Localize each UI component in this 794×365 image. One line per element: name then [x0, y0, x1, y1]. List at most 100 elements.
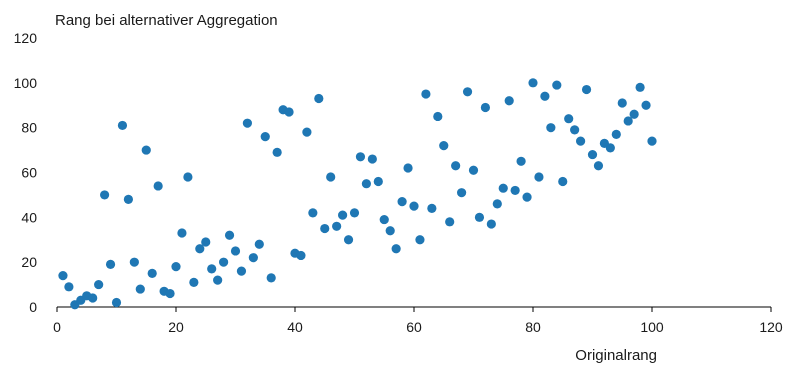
data-point: [272, 147, 282, 157]
data-point: [647, 136, 657, 146]
y-axis-title: Rang bei alternativer Aggregation: [55, 12, 278, 29]
data-point: [540, 91, 550, 101]
data-point: [445, 217, 455, 227]
data-point: [552, 80, 562, 90]
y-tick-label: 60: [21, 165, 37, 181]
data-point: [177, 228, 187, 238]
data-point: [123, 194, 133, 204]
data-point: [100, 190, 110, 200]
data-point: [587, 149, 598, 160]
data-point: [558, 176, 568, 187]
data-point: [242, 118, 252, 128]
data-point: [349, 208, 360, 218]
data-point: [474, 212, 485, 222]
data-point: [439, 141, 449, 151]
y-tick-label: 40: [21, 209, 37, 225]
data-point: [320, 223, 330, 234]
y-tick-label: 0: [29, 299, 37, 315]
data-point: [385, 226, 395, 236]
data-point: [219, 257, 229, 267]
axes: [56, 306, 772, 312]
data-point: [528, 78, 538, 88]
data-point: [141, 145, 151, 155]
data-point: [391, 244, 401, 254]
data-point: [314, 93, 324, 104]
data-point: [570, 125, 580, 135]
data-point: [117, 120, 128, 131]
x-tick-label: 0: [53, 319, 61, 335]
x-tick-labels: 0 20 40 60 80 100 120: [53, 319, 783, 335]
data-point: [302, 127, 312, 137]
data-point: [593, 161, 604, 171]
x-tick-label: 20: [168, 319, 184, 335]
data-point: [546, 123, 556, 133]
data-point: [94, 279, 104, 290]
data-point: [343, 235, 354, 245]
data-point: [623, 116, 633, 126]
data-point: [105, 259, 116, 270]
data-point: [296, 250, 306, 261]
data-point: [284, 107, 294, 117]
x-tick-label: 100: [640, 319, 664, 335]
data-point: [64, 282, 74, 292]
data-point: [129, 257, 139, 267]
data-point: [266, 273, 276, 283]
data-point: [534, 172, 544, 182]
data-point: [629, 109, 639, 119]
y-tick-labels: 0 20 40 60 80 100 120: [14, 30, 38, 315]
data-point: [260, 132, 270, 142]
data-point: [236, 266, 247, 276]
data-point: [397, 197, 407, 207]
data-point: [135, 284, 145, 294]
data-point: [451, 161, 461, 171]
data-point: [421, 89, 431, 99]
x-tick-label: 40: [287, 319, 303, 335]
data-point: [224, 230, 235, 240]
data-point: [367, 154, 377, 164]
data-point: [165, 288, 175, 299]
data-point: [171, 262, 181, 272]
data-point: [641, 100, 651, 110]
data-point: [338, 210, 348, 220]
y-tick-label: 120: [14, 30, 38, 46]
data-point: [611, 129, 621, 139]
data-point: [480, 102, 490, 113]
data-point: [183, 172, 193, 182]
data-point: [373, 176, 383, 187]
data-point: [605, 143, 615, 153]
data-point: [504, 96, 514, 106]
data-point: [516, 156, 526, 166]
data-point: [415, 235, 425, 245]
data-point: [201, 237, 211, 247]
data-point: [403, 163, 413, 173]
data-point: [195, 244, 205, 254]
data-point: [230, 246, 241, 256]
y-tick-label: 100: [14, 75, 38, 91]
data-point: [326, 172, 336, 182]
data-point: [510, 185, 520, 196]
data-point: [498, 183, 508, 193]
x-axis-title: Originalrang: [575, 347, 657, 364]
data-point: [207, 264, 217, 274]
data-point: [522, 192, 532, 202]
data-point: [88, 293, 98, 303]
data-point: [468, 165, 479, 175]
data-point: [111, 297, 122, 308]
data-point: [576, 136, 586, 146]
data-point: [581, 84, 592, 95]
data-point: [617, 98, 627, 108]
data-points: [58, 78, 657, 310]
data-point: [379, 214, 389, 225]
data-point: [492, 199, 502, 209]
data-point: [457, 188, 467, 198]
x-tick-label: 80: [525, 319, 541, 335]
data-point: [147, 268, 157, 278]
x-tick-label: 60: [406, 319, 422, 335]
data-point: [433, 111, 443, 122]
data-point: [635, 82, 645, 92]
y-tick-label: 20: [21, 254, 37, 270]
data-point: [153, 181, 163, 191]
data-point: [58, 271, 68, 281]
data-point: [308, 208, 318, 218]
data-point: [332, 221, 342, 231]
